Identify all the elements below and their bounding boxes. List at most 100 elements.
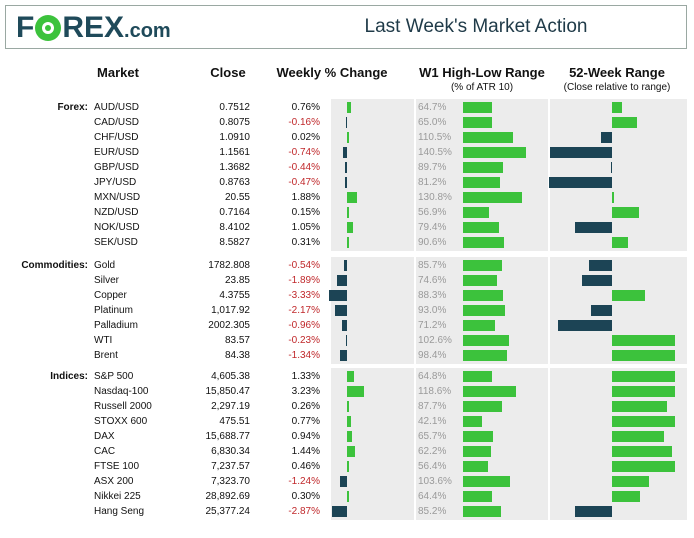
wk52-range-bar — [575, 222, 612, 233]
w1-range-bar — [463, 147, 527, 158]
wk52-range-bar — [612, 386, 675, 397]
wk52-range-bar — [612, 290, 645, 301]
close-value: 7,237.57 — [211, 461, 250, 472]
weekly-change-bar — [347, 416, 352, 427]
w1-range-bar — [463, 476, 510, 487]
market-name: MXN/USD — [94, 192, 141, 203]
close-value: 84.38 — [224, 350, 250, 361]
weekly-change-value: 0.76% — [291, 102, 320, 113]
w1-range-value: 81.2% — [418, 177, 447, 188]
weekly-change-bar — [329, 290, 347, 301]
close-value: 6,830.34 — [211, 446, 250, 457]
w1-range-value: 79.4% — [418, 222, 447, 233]
weekly-change-bar — [347, 222, 353, 233]
weekly-change-value: -0.44% — [288, 162, 320, 173]
close-value: 15,850.47 — [205, 386, 251, 397]
weekly-change-value: -1.24% — [288, 476, 320, 487]
market-name: ASX 200 — [94, 476, 134, 487]
section-label: Indices: — [50, 371, 88, 382]
weekly-change-value: -0.23% — [288, 335, 320, 346]
market-name: Copper — [94, 290, 127, 301]
col-header-w1: W1 High-Low Range — [419, 65, 545, 80]
w1-range-value: 42.1% — [418, 416, 447, 427]
close-value: 15,688.77 — [205, 431, 251, 442]
close-value: 2,297.19 — [211, 401, 250, 412]
wk52-range-bar — [612, 237, 628, 248]
market-name: AUD/USD — [94, 102, 140, 113]
market-name: S&P 500 — [94, 371, 134, 382]
weekly-change-value: -0.54% — [288, 260, 320, 271]
weekly-change-bar — [347, 207, 349, 218]
w1-range-value: 130.8% — [418, 192, 452, 203]
weekly-change-value: 0.30% — [291, 491, 320, 502]
w1-range-value: 64.8% — [418, 371, 447, 382]
weekly-change-value: -1.34% — [288, 350, 320, 361]
weekly-change-bar — [344, 260, 347, 271]
weekly-change-value: -0.96% — [288, 320, 320, 331]
logo-rest: REX — [62, 11, 125, 44]
w1-range-bar — [463, 386, 517, 397]
weekly-change-panel — [331, 368, 414, 520]
weekly-change-bar — [345, 335, 347, 346]
w1-range-value: 56.9% — [418, 207, 447, 218]
weekly-change-bar — [331, 506, 347, 517]
wk52-range-bar — [612, 102, 623, 113]
weekly-change-bar — [347, 491, 349, 502]
market-name: Nasdaq-100 — [94, 386, 149, 397]
w1-range-bar — [463, 117, 493, 128]
market-name: CAD/USD — [94, 117, 140, 128]
wk52-range-bar — [550, 147, 612, 158]
market-name: Palladium — [94, 320, 138, 331]
weekly-change-bar — [335, 305, 347, 316]
wk52-range-bar — [612, 207, 640, 218]
weekly-change-bar — [347, 371, 355, 382]
weekly-change-bar — [347, 386, 365, 397]
col-header-52wk: 52-Week Range — [569, 65, 665, 80]
close-value: 7,323.70 — [211, 476, 250, 487]
weekly-change-bar — [339, 350, 347, 361]
market-name: Silver — [94, 275, 120, 286]
wk52-range-bar — [575, 506, 612, 517]
wk52-range-bar — [612, 461, 675, 472]
close-value: 2002.305 — [208, 320, 250, 331]
w1-range-bar — [463, 371, 493, 382]
weekly-change-panel — [331, 99, 414, 251]
w1-range-bar — [463, 446, 491, 457]
weekly-change-bar — [340, 476, 347, 487]
w1-range-value: 85.2% — [418, 506, 447, 517]
w1-range-value: 102.6% — [418, 335, 452, 346]
market-name: STOXX 600 — [94, 416, 148, 427]
close-value: 1782.808 — [208, 260, 250, 271]
market-name: FTSE 100 — [94, 461, 140, 472]
weekly-change-value: -0.47% — [288, 177, 320, 188]
wk52-range-bar — [612, 416, 675, 427]
w1-range-value: 88.3% — [418, 290, 447, 301]
w1-range-bar — [463, 491, 492, 502]
w1-range-value: 140.5% — [418, 147, 452, 158]
wk52-range-bar — [558, 320, 612, 331]
weekly-change-value: 0.94% — [291, 431, 320, 442]
close-value: 8.5827 — [219, 237, 250, 248]
w1-range-value: 90.6% — [418, 237, 447, 248]
wk52-range-bar — [612, 446, 672, 457]
weekly-change-value: -1.89% — [288, 275, 320, 286]
weekly-change-bar — [341, 320, 347, 331]
w1-range-value: 89.7% — [418, 162, 447, 173]
col-subheader-w1: (% of ATR 10) — [450, 82, 514, 93]
close-value: 28,892.69 — [205, 491, 251, 502]
weekly-change-value: 0.46% — [291, 461, 320, 472]
wk52-range-bar — [612, 117, 637, 128]
weekly-change-value: 1.88% — [291, 192, 320, 203]
wk52-range-bar — [612, 350, 675, 361]
w1-range-bar — [463, 401, 503, 412]
weekly-change-bar — [344, 177, 347, 188]
weekly-change-value: -2.87% — [288, 506, 320, 517]
market-name: GBP/USD — [94, 162, 140, 173]
close-value: 475.51 — [219, 416, 250, 427]
close-value: 4.3755 — [219, 290, 250, 301]
w1-range-bar — [463, 350, 508, 361]
section-label: Commodities: — [21, 260, 88, 271]
close-value: 1.1561 — [219, 147, 250, 158]
market-name: DAX — [94, 431, 115, 442]
wk52-range-panel — [550, 257, 687, 364]
